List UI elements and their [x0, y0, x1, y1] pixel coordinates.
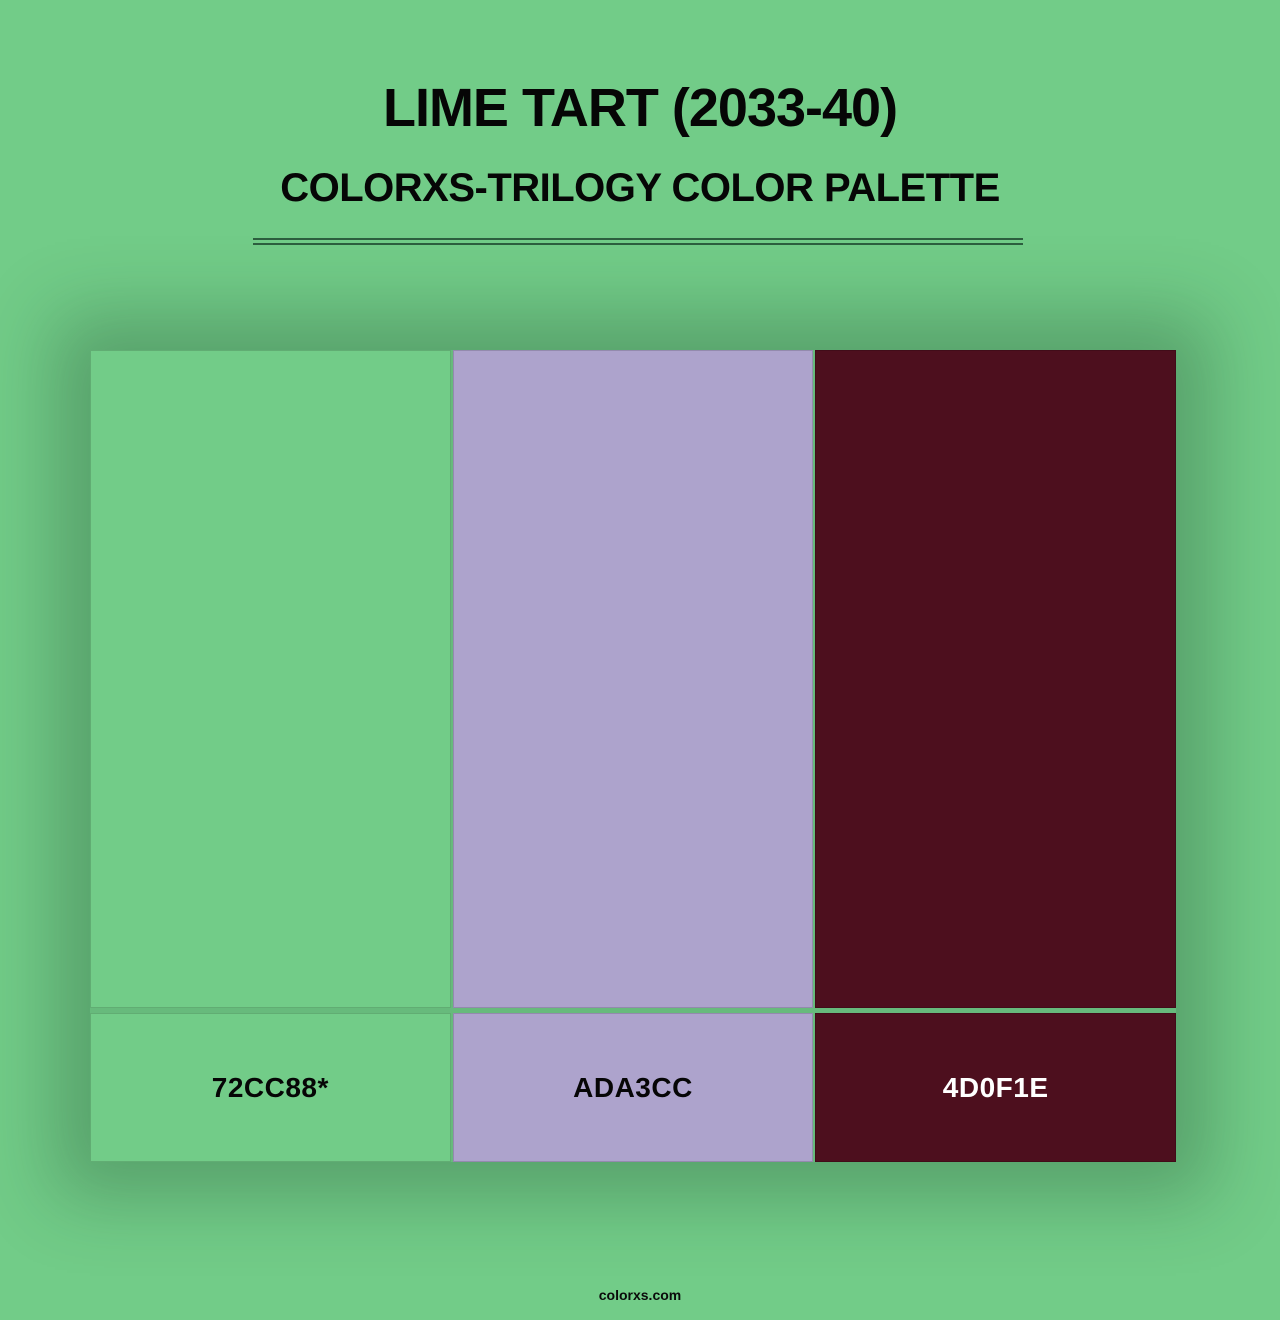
swatch-dark-maroon[interactable]	[815, 350, 1176, 1008]
palette-subtitle: COLORXS-TRILOGY COLOR PALETTE	[280, 166, 1000, 210]
swatch-hex-label-maroon[interactable]: 4D0F1E	[815, 1013, 1176, 1162]
page-title: LIME TART (2033-40)	[382, 78, 898, 138]
swatch-lavender[interactable]	[452, 350, 814, 1008]
double-rule-divider	[253, 238, 1023, 245]
color-palette-grid: 72CC88* ADA3CC 4D0F1E	[90, 350, 1176, 1162]
swatch-lime-tart-green[interactable]	[90, 350, 451, 1008]
swatch-hex-label-green[interactable]: 72CC88*	[90, 1013, 451, 1162]
swatch-hex-label-lavender[interactable]: ADA3CC	[452, 1013, 814, 1162]
footer-site-name: colorxs.com	[598, 1287, 682, 1303]
